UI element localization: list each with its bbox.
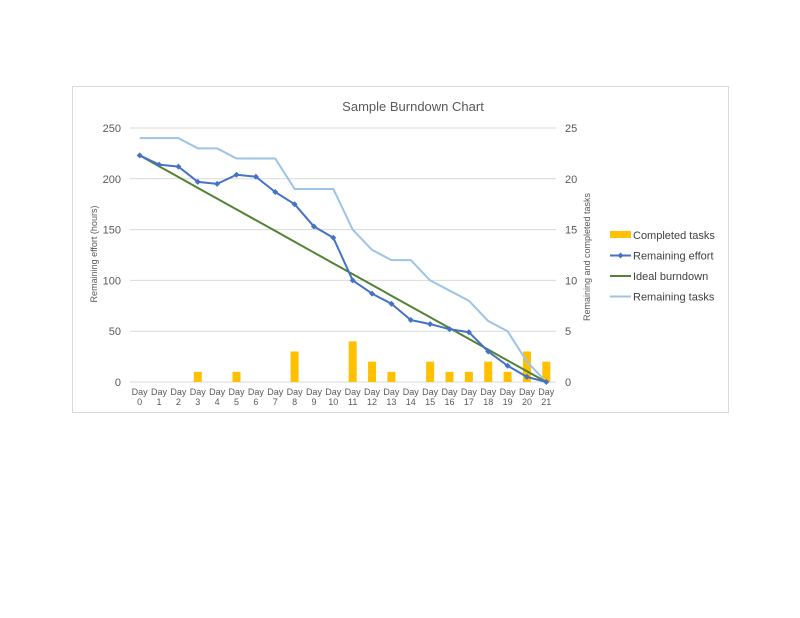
burndown-chart: Sample Burndown Chart 0 50 100 150 200 250 0 5… — [89, 99, 715, 407]
bar-completed-tasks — [522, 351, 531, 382]
x-tick-label: Day 20 — [519, 387, 536, 407]
point-remaining-effort — [369, 290, 376, 297]
point-remaining-effort — [407, 317, 414, 324]
legend-label-remaining-tasks: Remaining tasks — [633, 292, 715, 304]
y-tick-label: 250 — [103, 123, 121, 135]
bar-completed-tasks — [290, 351, 299, 382]
point-remaining-effort — [136, 152, 143, 159]
y2-tick-label: 15 — [565, 225, 577, 237]
primary-axis-title: Remaining effort (hours) — [89, 206, 99, 303]
point-remaining-effort — [427, 321, 434, 328]
legend-label-ideal-burndown: Ideal burndown — [633, 271, 708, 283]
point-remaining-effort — [175, 163, 182, 170]
point-remaining-effort — [523, 373, 530, 380]
bar-completed-tasks — [445, 371, 454, 382]
secondary-axis-ticks: 0 5 10 15 20 25 — [565, 123, 577, 389]
x-tick-label: Day 17 — [461, 387, 478, 407]
x-tick-label: Day 3 — [190, 387, 207, 407]
x-tick-label: Day 19 — [500, 387, 517, 407]
x-tick-label: Day 11 — [345, 387, 362, 407]
line-remaining-effort — [139, 154, 547, 383]
x-tick-label: Day 6 — [248, 387, 265, 407]
bar-completed-tasks — [193, 371, 202, 382]
bar-completed-tasks — [368, 361, 377, 382]
primary-axis-ticks: 0 50 100 150 200 250 — [103, 123, 121, 389]
bar-completed-tasks — [464, 371, 473, 382]
point-remaining-effort — [504, 362, 511, 369]
bar-completed-tasks — [232, 371, 241, 382]
x-tick-label: Day 7 — [267, 387, 284, 407]
y-tick-label: 50 — [109, 326, 121, 338]
chart-title: Sample Burndown Chart — [342, 99, 484, 114]
bar-completed-tasks — [387, 371, 396, 382]
y-tick-label: 200 — [103, 174, 121, 186]
y2-tick-label: 25 — [565, 123, 577, 135]
bar-completed-tasks — [348, 341, 357, 382]
y2-tick-label: 0 — [565, 377, 571, 389]
x-tick-label: Day 5 — [228, 387, 245, 407]
y-tick-label: 150 — [103, 225, 121, 237]
point-remaining-effort — [388, 300, 395, 307]
y2-tick-label: 5 — [565, 326, 571, 338]
legend-marker-remaining-effort — [617, 252, 624, 259]
y2-tick-label: 20 — [565, 174, 577, 186]
point-remaining-effort — [252, 173, 259, 180]
x-tick-label: Day 14 — [403, 387, 420, 407]
point-remaining-effort — [465, 329, 472, 336]
x-tick-label: Day 13 — [383, 387, 400, 407]
legend: Completed tasks Remaining effort Ideal bur… — [610, 230, 715, 304]
y-tick-label: 0 — [115, 377, 121, 389]
legend-label-remaining-effort: Remaining effort — [633, 251, 714, 263]
point-remaining-effort — [485, 348, 492, 355]
line-series — [136, 137, 550, 385]
gridlines — [130, 127, 556, 383]
bar-completed-tasks — [542, 361, 551, 382]
x-tick-label: Day 10 — [325, 387, 342, 407]
point-remaining-effort — [233, 171, 240, 178]
bar-completed-tasks — [503, 371, 512, 382]
legend-swatch-completed-tasks — [610, 231, 631, 238]
chart-area: Sample Burndown Chart 0 50 100 150 200 250 0 5… — [72, 86, 729, 413]
x-tick-label: Day 4 — [209, 387, 226, 407]
bar-completed-tasks — [484, 361, 493, 382]
point-remaining-effort — [349, 277, 356, 284]
x-tick-label: Day 0 — [132, 387, 149, 407]
point-remaining-effort — [310, 223, 317, 230]
y2-tick-label: 10 — [565, 275, 577, 287]
x-tick-label: Day 9 — [306, 387, 323, 407]
bar-series — [193, 341, 551, 382]
point-remaining-effort — [291, 201, 298, 208]
point-remaining-effort — [194, 178, 201, 185]
legend-label-completed-tasks: Completed tasks — [633, 230, 715, 242]
x-tick-label: Day 21 — [538, 387, 555, 407]
x-tick-label: Day 2 — [170, 387, 187, 407]
point-remaining-effort — [156, 161, 163, 168]
point-remaining-effort — [330, 234, 337, 241]
y-tick-label: 100 — [103, 275, 121, 287]
point-remaining-effort — [446, 326, 453, 333]
point-remaining-effort — [214, 180, 221, 187]
bar-completed-tasks — [426, 361, 435, 382]
x-tick-label: Day 8 — [287, 387, 304, 407]
line-remaining-tasks — [139, 137, 548, 383]
x-tick-label: Day 15 — [422, 387, 439, 407]
point-remaining-effort — [543, 379, 550, 385]
x-tick-label: Day 1 — [151, 387, 168, 407]
point-remaining-effort — [272, 189, 279, 196]
line-ideal-burndown — [139, 154, 547, 383]
x-tick-label: Day 12 — [364, 387, 381, 407]
x-tick-label: Day 18 — [480, 387, 497, 407]
x-tick-label: Day 16 — [441, 387, 458, 407]
secondary-axis-title: Remaining and completed tasks — [582, 192, 592, 321]
